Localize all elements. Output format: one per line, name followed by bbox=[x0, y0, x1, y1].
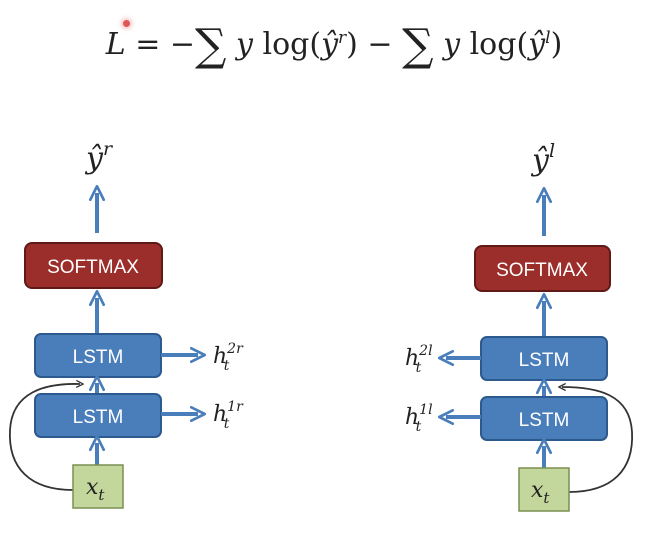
left-softmax-box bbox=[24, 242, 163, 289]
formula-term2-arg: ŷ bbox=[528, 27, 546, 62]
right-branch: ŷl SOFTMAX LSTM h2l t LSTM h1l t xt bbox=[405, 140, 633, 512]
loss-formula: L = −∑ y log(ŷr) − ∑ y log(ŷl) bbox=[105, 20, 563, 71]
right-softmax-box bbox=[474, 245, 611, 292]
right-hidden-top-label: h2l t bbox=[405, 343, 433, 376]
formula-minus-1: − bbox=[169, 27, 196, 62]
right-output-label: ŷl bbox=[530, 140, 555, 178]
left-output-label: ŷr bbox=[84, 138, 114, 176]
formula-term1-y: y bbox=[235, 27, 253, 62]
formula-sum-1: ∑ bbox=[195, 20, 227, 71]
formula-minus-2: − bbox=[367, 27, 393, 62]
right-recurrent-loop-arrow bbox=[558, 383, 633, 493]
formula-term2-log: log bbox=[469, 27, 517, 62]
formula-term1-sup: r bbox=[338, 28, 347, 48]
right-input-label: xt bbox=[531, 478, 550, 507]
left-hidden-top-label: h2r t bbox=[213, 341, 244, 374]
left-input-box bbox=[72, 464, 124, 509]
left-branch: ŷr SOFTMAX LSTM h2r t LSTM h1r t xt bbox=[9, 138, 244, 509]
left-hidden-bottom-label: h1r t bbox=[213, 399, 244, 432]
left-softmax-label: SOFTMAX bbox=[47, 257, 139, 278]
formula-term2-sup: l bbox=[545, 28, 551, 48]
left-input-label: xt bbox=[86, 475, 105, 504]
formula-term2-y: y bbox=[443, 27, 461, 62]
formula-term1-log: log bbox=[262, 27, 310, 62]
left-recurrent-loop-arrow bbox=[9, 380, 84, 491]
right-input-box bbox=[518, 467, 570, 512]
right-lstm-top-label: LSTM bbox=[519, 350, 570, 371]
right-lstm-bottom-label: LSTM bbox=[519, 410, 570, 431]
pointer-dot bbox=[123, 20, 130, 27]
left-lstm-top-label: LSTM bbox=[73, 347, 124, 368]
formula-equals: = bbox=[135, 27, 161, 62]
left-lstm-bottom-label: LSTM bbox=[73, 407, 124, 428]
formula-term1-arg: ŷ bbox=[321, 27, 339, 62]
formula-sum-2: ∑ bbox=[402, 20, 434, 71]
right-hidden-bottom-label: h1l t bbox=[405, 402, 433, 435]
right-softmax-label: SOFTMAX bbox=[496, 260, 588, 281]
formula-lhs: L bbox=[105, 27, 126, 62]
